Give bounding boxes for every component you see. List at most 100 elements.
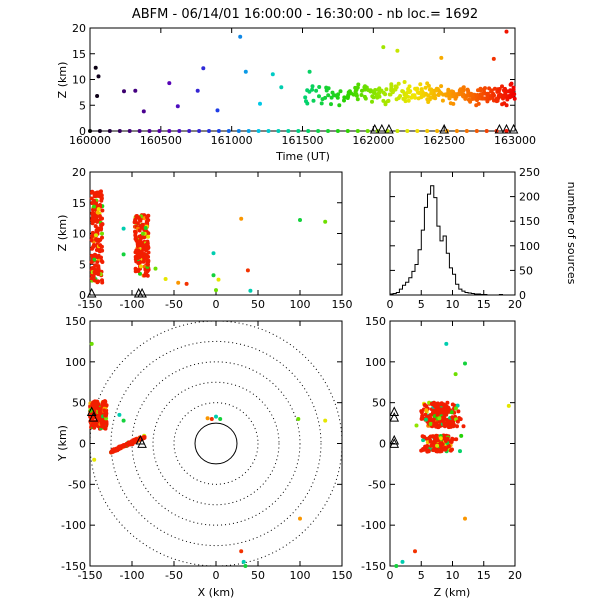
x-altitude-xtick-label: -150 [78, 298, 103, 311]
time-altitude-point [504, 103, 509, 108]
time-altitude-station-marker [377, 123, 387, 134]
x-altitude-point [245, 268, 250, 273]
x-altitude-point [90, 201, 95, 206]
altitude-y-point [419, 409, 424, 414]
x-altitude-point [139, 249, 144, 254]
time-altitude-point [497, 87, 502, 91]
time-altitude-point [492, 93, 496, 98]
time-altitude-ground-point [157, 129, 162, 133]
time-altitude-point [175, 104, 180, 109]
time-altitude-point [373, 88, 378, 92]
altitude-y-point [414, 423, 419, 428]
time-altitude-point [195, 88, 200, 93]
x-altitude-point [95, 219, 100, 224]
x-altitude-xtick-label: 100 [290, 298, 311, 311]
time-altitude-point [475, 98, 479, 103]
time-altitude-point [371, 95, 376, 100]
time-altitude-point [359, 93, 364, 97]
altitude-y-station-marker [389, 434, 400, 445]
time-altitude-point [505, 97, 510, 102]
altitude-y-xtick-label: 5 [418, 569, 425, 582]
plan-view-ytick-label: 0 [79, 438, 86, 451]
altitude-y-point [455, 424, 459, 429]
altitude-y-point [441, 419, 446, 424]
plan-view-ytick-label: -100 [61, 519, 86, 532]
x-altitude-point [142, 252, 147, 256]
x-altitude-ytick-label: 5 [79, 258, 86, 271]
time-altitude-point [215, 108, 220, 113]
x-altitude-point [214, 288, 218, 293]
altitude-y-point [458, 449, 462, 454]
x-altitude-point [121, 252, 126, 257]
plan-view-point [214, 414, 218, 419]
x-altitude-ytick-label: 10 [72, 228, 86, 241]
time-altitude-xtick-label: 162000 [352, 134, 394, 147]
time-altitude-point [329, 95, 334, 100]
x-altitude-point [96, 267, 101, 272]
altitude-y-point [457, 416, 462, 420]
time-altitude-xtick-label: 160500 [140, 134, 182, 147]
time-altitude-xtick-label: 160000 [69, 134, 111, 147]
plan-view-point [92, 457, 97, 462]
plan-view-point [117, 446, 122, 451]
time-altitude-point [363, 84, 367, 89]
time-altitude-ground-point [236, 129, 241, 133]
altitude-y-point [424, 408, 429, 413]
time-altitude-point [485, 95, 490, 99]
plan-view-point [99, 421, 104, 426]
x-altitude-point [93, 217, 98, 222]
time-altitude-ytick-label: 20 [72, 22, 86, 35]
x-altitude-point [139, 254, 144, 259]
altitude-y-xtick-label: 15 [477, 569, 491, 582]
time-altitude-xtick-label: 162500 [423, 134, 465, 147]
altitude-y-point [426, 448, 431, 453]
x-altitude-xtick-label: -50 [165, 298, 183, 311]
time-altitude-xtick-label: 161000 [211, 134, 253, 147]
altitude-histogram-ytick-label: 0 [519, 289, 526, 302]
time-altitude-ground-point [484, 129, 489, 133]
altitude-y-station-marker [389, 412, 400, 422]
time-altitude-point [406, 98, 411, 103]
time-altitude-point [141, 109, 146, 114]
plan-view-point [102, 399, 107, 404]
x-altitude-point [133, 230, 138, 235]
time-altitude-point [492, 86, 497, 91]
x-altitude-point [89, 260, 94, 265]
x-altitude-point [94, 201, 98, 206]
x-altitude-point [163, 277, 168, 281]
x-altitude-point [121, 226, 126, 231]
time-altitude-point [402, 80, 407, 84]
altitude-histogram-ylabel: number of sources [565, 182, 578, 285]
time-altitude-xlabel: Time (UT) [275, 150, 330, 163]
x-altitude-point [153, 266, 158, 271]
altitude-y-point [429, 401, 434, 406]
x-altitude-point [90, 245, 95, 250]
time-altitude-point [319, 101, 324, 106]
x-altitude-point [90, 234, 95, 238]
x-altitude-point [248, 288, 253, 293]
x-altitude-point [138, 264, 143, 269]
altitude-histogram-xtick-label: 5 [418, 298, 425, 311]
plan-view-point [91, 405, 96, 410]
plan-view-point [110, 448, 115, 453]
altitude-histogram-frame [389, 171, 516, 296]
plan-view-point [89, 341, 94, 346]
time-altitude-point [508, 82, 513, 87]
time-altitude-point [384, 87, 389, 92]
altitude-y-ytick-label: -100 [361, 519, 386, 532]
x-altitude-point [100, 208, 105, 213]
time-altitude-point [383, 100, 388, 105]
time-altitude-point [133, 88, 138, 93]
plan-view-point [89, 423, 94, 428]
altitude-y-point [435, 438, 440, 443]
time-altitude-station-marker [369, 123, 380, 134]
altitude-y-point [450, 447, 454, 452]
x-altitude-point [145, 215, 150, 220]
altitude-y-station-marker [389, 406, 400, 416]
x-altitude-point [139, 223, 144, 228]
time-altitude-point [433, 88, 438, 93]
plan-view-point [209, 417, 214, 421]
time-altitude-point [370, 99, 374, 104]
time-altitude-point [468, 91, 473, 96]
